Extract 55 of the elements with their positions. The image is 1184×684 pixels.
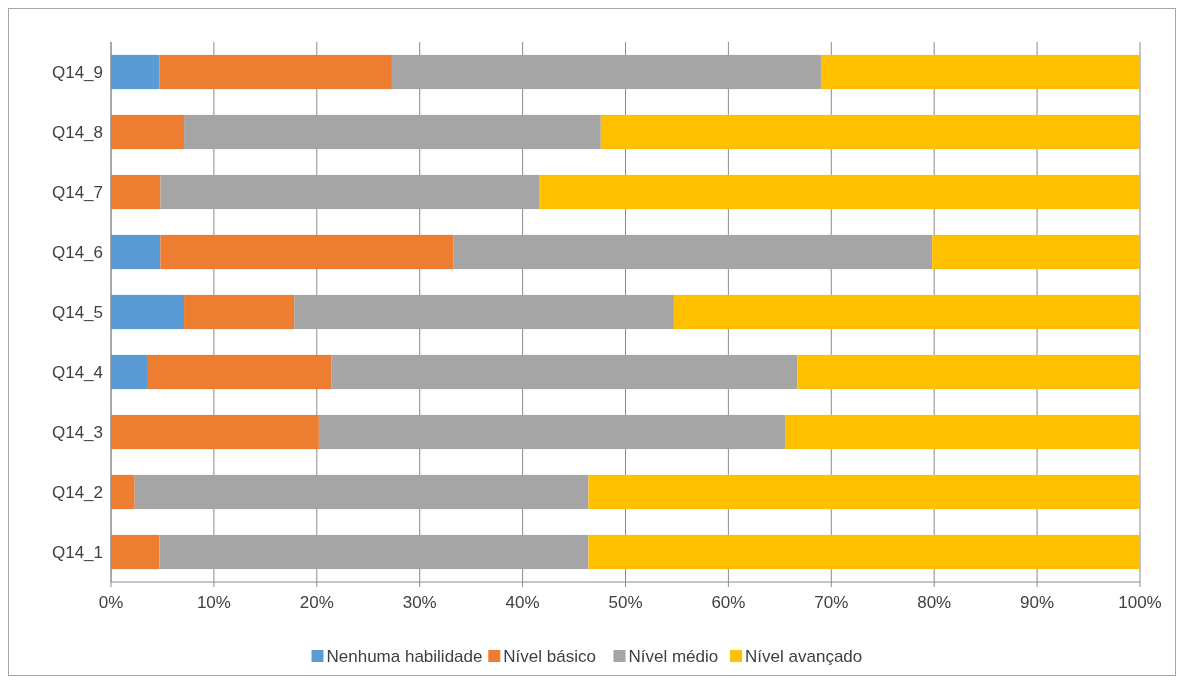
bar: [821, 54, 1140, 90]
bar: [294, 294, 674, 330]
legend-label: Nível médio: [628, 646, 719, 666]
y-tick-label: Q14_8: [51, 122, 103, 142]
bar: [159, 54, 392, 90]
y-tick-label: Q14_3: [51, 422, 103, 442]
bar: [111, 354, 148, 390]
x-tick-label: 50%: [608, 593, 643, 612]
bar: [111, 534, 160, 570]
y-tick-label: Q14_1: [51, 542, 103, 562]
bar: [184, 294, 295, 330]
bar: [600, 114, 1140, 150]
y-tick-label: Q14_7: [51, 182, 103, 202]
bar: [111, 474, 135, 510]
bar: [588, 474, 1140, 510]
x-tick-label: 100%: [1118, 593, 1162, 612]
bar: [111, 414, 319, 450]
legend-label: Nível básico: [503, 646, 596, 666]
bar: [318, 414, 785, 450]
bar: [588, 534, 1140, 570]
bar: [785, 414, 1140, 450]
x-tick-label: 60%: [711, 593, 746, 612]
x-tick-label: 70%: [814, 593, 849, 612]
y-tick-label: Q14_9: [51, 62, 103, 82]
bar: [159, 534, 589, 570]
y-tick-label: Q14_5: [51, 302, 103, 322]
bar: [160, 174, 540, 210]
bar: [331, 354, 798, 390]
bar: [111, 174, 161, 210]
bar: [797, 354, 1140, 390]
y-tick-label: Q14_6: [51, 242, 103, 262]
legend-label: Nenhuma habilidade: [326, 646, 483, 666]
bar: [391, 54, 822, 90]
x-tick-label: 90%: [1020, 593, 1055, 612]
x-tick-label: 10%: [196, 593, 231, 612]
x-tick-label: 80%: [917, 593, 952, 612]
bar: [111, 234, 161, 270]
x-tick-label: 20%: [299, 593, 334, 612]
bar: [134, 474, 589, 510]
bar: [147, 354, 332, 390]
bar: [539, 174, 1140, 210]
y-tick-label: Q14_2: [51, 482, 103, 502]
bar: [111, 114, 185, 150]
bar: [932, 234, 1140, 270]
y-tick-label: Q14_4: [51, 362, 103, 382]
bar: [111, 294, 185, 330]
legend-label: Nível avançado: [745, 646, 863, 666]
bar: [184, 114, 601, 150]
bar: [111, 54, 160, 90]
bar: [453, 234, 933, 270]
bar: [673, 294, 1140, 330]
x-tick-label: 0%: [98, 593, 124, 612]
bar: [160, 234, 454, 270]
x-tick-label: 30%: [402, 593, 437, 612]
x-tick-label: 40%: [505, 593, 540, 612]
